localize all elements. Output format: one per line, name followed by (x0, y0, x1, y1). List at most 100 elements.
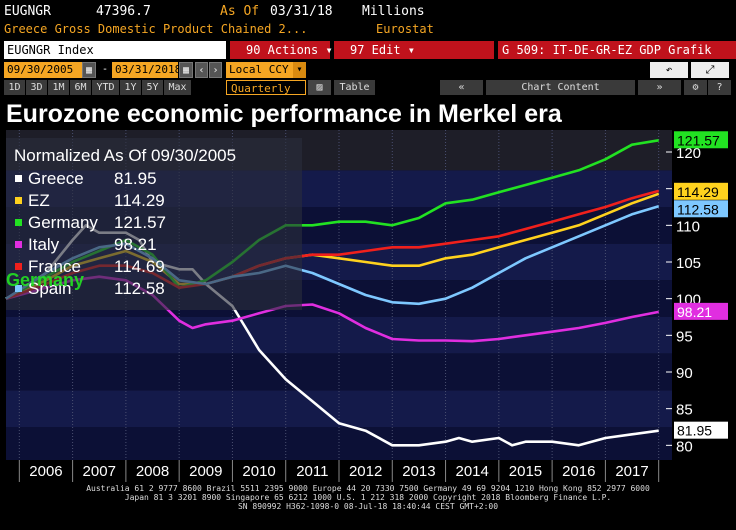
background-band (6, 390, 672, 427)
last-value-bg-greece (674, 421, 728, 439)
x-tick-label: 2014 (456, 463, 489, 480)
help-icon[interactable]: ? (708, 80, 732, 95)
units: Millions (362, 4, 425, 19)
chart-title: Eurozone economic performance in Merkel … (0, 98, 736, 130)
y-tick-label: 110 (676, 218, 700, 235)
edit-button[interactable]: 97 Edit ▾ (334, 41, 494, 59)
y-tick-label: 105 (676, 255, 701, 272)
actions-button[interactable]: 90 Actions ▾ (230, 41, 333, 59)
next-period-icon[interactable]: › (209, 62, 222, 78)
legend-name-spain: Spain (28, 279, 71, 298)
period-5y[interactable]: 5Y (142, 80, 164, 95)
x-tick-label: 2009 (189, 463, 222, 480)
security-header: EUGNGR 47396.7 As Of 03/31/18 Millions (0, 2, 736, 20)
end-calendar-icon[interactable]: ▦ (179, 62, 193, 78)
last-value: 47396.7 (96, 4, 151, 19)
last-value-label-italy: 98.21 (674, 302, 728, 320)
last-value-bg-italy (674, 302, 728, 320)
period-bar: 1D 3D 1M 6M YTD 1Y 5Y Max Quarterly ▨ Ta… (0, 80, 736, 95)
legend-value-greece: 81.95 (114, 169, 157, 188)
period-1y[interactable]: 1Y (120, 80, 142, 95)
legend: Normalized As Of 09/30/2005 Greece 81.95 EZ… (6, 138, 302, 310)
period-6m[interactable]: 6M (70, 80, 92, 95)
period-1m[interactable]: 1M (48, 80, 70, 95)
legend-value-germany: 121.57 (114, 213, 166, 232)
legend-swatch-italy (15, 241, 22, 248)
x-tick-label: 2015 (509, 463, 542, 480)
legend-value-spain: 112.58 (114, 279, 165, 298)
last-value-text-ez: 114.29 (677, 184, 719, 200)
last-value-text-italy: 98.21 (677, 304, 712, 320)
expand-right-icon[interactable]: » (638, 80, 682, 95)
end-date-field[interactable]: 03/31/2018 (112, 62, 181, 78)
chart-content-button[interactable]: Chart Content (486, 80, 636, 95)
background-band (6, 317, 672, 354)
footer-session: SN 890992 H362-1098-0 08-Jul-18 18:40:44… (237, 502, 499, 511)
legend-name-italy: Italy (28, 235, 60, 254)
legend-value-ez: 114.29 (114, 191, 165, 210)
x-axis-labels: 2006 2007 2008 2009 2010 2011 2012 2013 2014 2015… (18, 460, 660, 482)
legend-swatch-greece (15, 175, 22, 182)
legend-value-italy: 98.21 (114, 235, 157, 254)
prev-period-icon[interactable]: ‹ (195, 62, 208, 78)
legend-swatch-france (15, 263, 22, 270)
date-range-dash: - (98, 62, 112, 78)
currency-dropdown-icon[interactable]: ▾ (293, 62, 306, 78)
y-tick-label: 95 (676, 328, 693, 345)
command-bar: EUGNGR Index 90 Actions ▾ 97 Edit ▾ G 50… (0, 41, 736, 59)
footer-contacts-2: Japan 81 3 3201 8900 Singapore 65 6212 1… (124, 493, 612, 502)
last-value-bg-spain (674, 200, 728, 218)
ticker: EUGNGR (4, 4, 51, 19)
line-chart: Normalized As Of 09/30/2005 Greece 81.95 EZ… (5, 130, 728, 460)
as-of-label: As Of (220, 4, 260, 19)
last-value-label-greece: 81.95 (674, 421, 728, 439)
period-3d[interactable]: 3D (26, 80, 48, 95)
date-bar: 09/30/2005 ▦ - 03/31/2018 ▦ ‹ › Local CC… (0, 62, 736, 78)
legend-value-france: 114.69 (114, 257, 165, 276)
x-tick-label: 2017 (615, 463, 648, 480)
last-value-bg-germany (674, 131, 728, 149)
legend-title: Normalized As Of 09/30/2005 (14, 146, 236, 165)
chart-type-icon[interactable]: ▨ (308, 80, 332, 95)
settings-gear-icon[interactable]: ⚙ (684, 80, 708, 95)
frequency-select[interactable]: Quarterly (226, 80, 306, 95)
y-tick-label: 85 (676, 402, 693, 419)
legend-box (6, 138, 302, 310)
legend-name-germany: Germany (28, 213, 98, 232)
footer: Australia 61 2 9777 8600 Brazil 5511 239… (0, 484, 736, 530)
function-title: G 509: IT-DE-GR-EZ GDP Grafik (498, 41, 736, 59)
last-value-bg-ez (674, 182, 728, 200)
legend-swatch-spain (15, 285, 22, 292)
start-date-field[interactable]: 09/30/2005 (4, 62, 82, 78)
start-calendar-icon[interactable]: ▦ (82, 62, 96, 78)
collapse-left-icon[interactable]: « (440, 80, 484, 95)
legend-name-greece: Greece (28, 169, 84, 188)
zoom-icon[interactable]: ⤢ (691, 62, 729, 78)
y-tick-label: 120 (676, 145, 701, 162)
period-ytd[interactable]: YTD (92, 80, 120, 95)
period-1d[interactable]: 1D (4, 80, 26, 95)
security-description: Greece Gross Domestic Product Chained 2.… (0, 22, 736, 38)
as-of-date: 03/31/18 (270, 4, 333, 19)
x-tick-label: 2013 (402, 463, 435, 480)
legend-name-france: France (28, 257, 81, 276)
x-tick-label: 2007 (83, 463, 116, 480)
legend-swatch-ez (15, 197, 22, 204)
index-field[interactable]: EUGNGR Index (4, 41, 226, 59)
x-tick-label: 2011 (296, 463, 328, 480)
undo-icon[interactable]: ↶ (650, 62, 688, 78)
period-max[interactable]: Max (164, 80, 192, 95)
legend-swatch-germany (15, 219, 22, 226)
y-tick-label: 90 (676, 365, 693, 382)
source: Eurostat (376, 22, 434, 36)
currency-select[interactable]: Local CCY (226, 62, 306, 78)
x-tick-label: 2006 (29, 463, 62, 480)
last-value-text-germany: 121.57 (677, 132, 720, 148)
x-axis-strip: 2006 2007 2008 2009 2010 2011 2012 2013 2014 2015… (0, 460, 736, 482)
y-tick-label: 80 (676, 438, 693, 455)
legend-name-ez: EZ (28, 191, 50, 210)
table-button[interactable]: Table (334, 80, 376, 95)
x-tick-label: 2012 (349, 463, 382, 480)
x-tick-label: 2008 (136, 463, 169, 480)
